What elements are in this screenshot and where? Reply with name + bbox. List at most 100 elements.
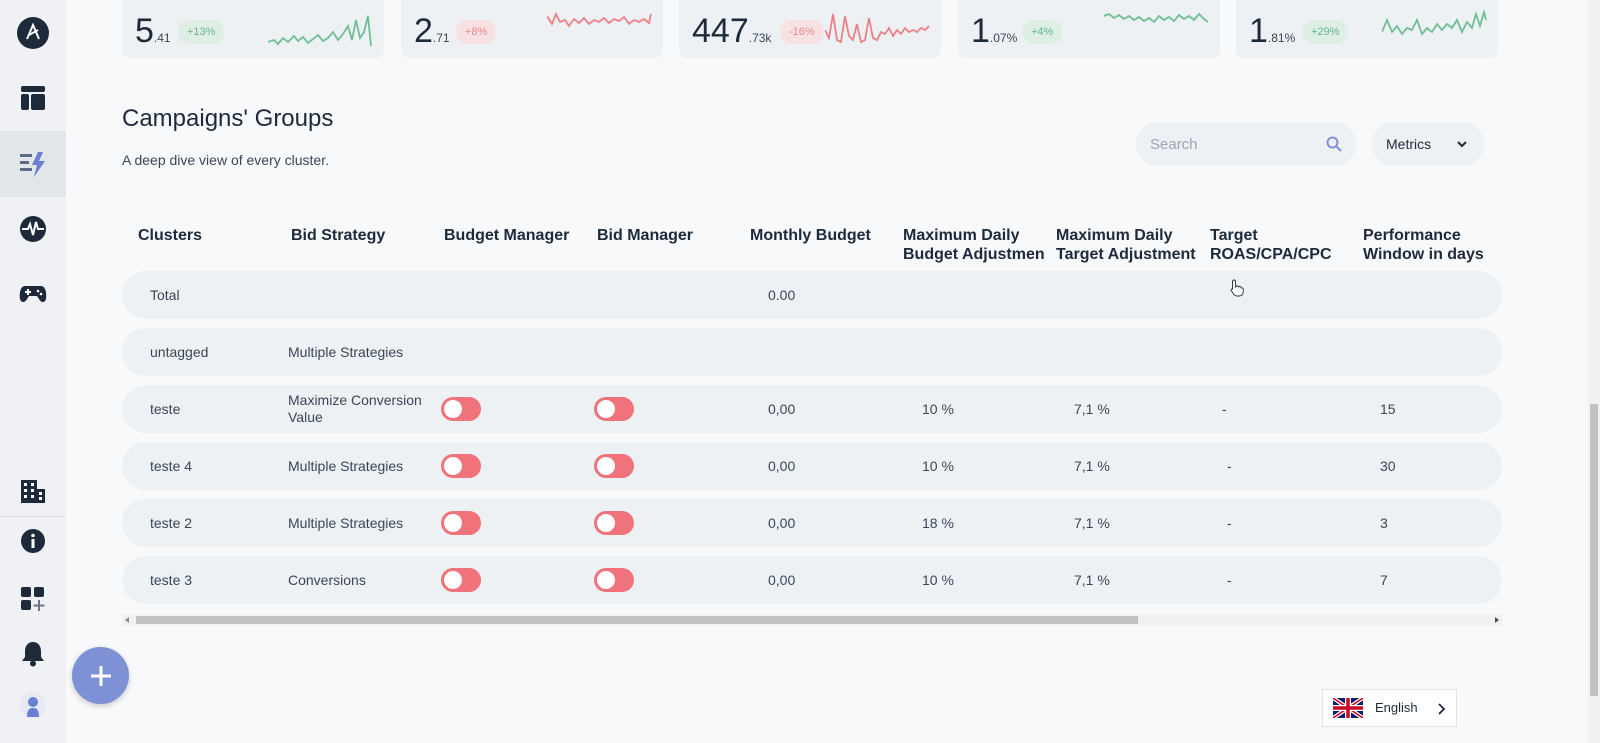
max-daily-target: 7,1 % xyxy=(1074,515,1110,531)
bid-strategy: Multiple Strategies xyxy=(288,344,404,360)
scrollbar-thumb[interactable] xyxy=(136,616,1138,624)
monthly-budget: 0,00 xyxy=(768,572,796,588)
page-title: Campaigns' Groups xyxy=(122,105,334,132)
add-button[interactable] xyxy=(72,647,129,704)
max-daily-budget: 10 % xyxy=(922,572,954,588)
monthly-budget: 0.00 xyxy=(768,287,796,303)
column-header-target[interactable]: Target ROAS/CPA/CPC xyxy=(1210,227,1332,263)
scroll-left-icon[interactable] xyxy=(125,617,129,623)
monthly-budget: 0,00 xyxy=(768,515,796,531)
bid-manager-toggle[interactable] xyxy=(594,568,634,592)
table-row[interactable]: teste 4 Multiple Strategies 0,00 10 % 7,… xyxy=(122,442,1502,490)
table-row-total[interactable]: Total 0.00 xyxy=(122,271,1502,319)
column-header-performance-window[interactable]: Performance Window in days xyxy=(1363,227,1484,263)
bid-strategy: Multiple Strategies xyxy=(288,515,404,531)
max-daily-budget: 10 % xyxy=(922,401,954,417)
cluster-name: teste 3 xyxy=(150,572,193,588)
column-header-bid-manager[interactable]: Bid Manager xyxy=(597,227,694,244)
monthly-budget: 0,00 xyxy=(768,458,796,474)
bid-manager-toggle[interactable] xyxy=(594,454,634,478)
kpi-change-badge: +4% xyxy=(1022,20,1063,44)
column-header-budget-manager[interactable]: Budget Manager xyxy=(444,227,570,244)
budget-manager-toggle[interactable] xyxy=(441,568,481,592)
gamepad-icon[interactable] xyxy=(0,261,66,327)
metrics-label: Metrics xyxy=(1386,136,1432,152)
kpi-card: 1.81% +29% xyxy=(1236,0,1498,58)
table-row-untagged[interactable]: untagged Multiple Strategies xyxy=(122,328,1502,376)
kpi-value: 2.71 xyxy=(414,12,450,50)
column-header-max-daily-budget[interactable]: Maximum Daily Budget Adjustmen xyxy=(903,227,1045,263)
add-widget-icon[interactable] xyxy=(0,566,66,632)
kpi-card: 1.07% +4% xyxy=(958,0,1220,58)
budget-manager-toggle[interactable] xyxy=(441,454,481,478)
kpi-sparkline xyxy=(825,13,930,44)
toggle-knob xyxy=(444,514,462,532)
column-header-max-daily-target[interactable]: Maximum Daily Target Adjustment xyxy=(1056,227,1196,263)
max-daily-target: 7,1 % xyxy=(1074,458,1110,474)
target-value: - xyxy=(1227,458,1232,474)
cluster-name: untagged xyxy=(150,344,209,360)
dashboard-icon[interactable] xyxy=(0,65,66,131)
search-input[interactable] xyxy=(1150,122,1320,166)
language-selector[interactable]: English xyxy=(1322,689,1457,727)
max-daily-budget: 10 % xyxy=(922,458,954,474)
building-icon[interactable] xyxy=(0,458,66,524)
kpi-sparkline xyxy=(1104,12,1209,24)
info-icon[interactable] xyxy=(0,508,66,574)
search-box[interactable] xyxy=(1136,122,1356,166)
table-row[interactable]: teste Maximize Conversion Value 0,00 10 … xyxy=(122,385,1502,433)
toggle-knob xyxy=(444,571,462,589)
column-header-bid-strategy[interactable]: Bid Strategy xyxy=(291,227,386,244)
performance-window: 30 xyxy=(1380,458,1396,474)
toggle-knob xyxy=(444,457,462,475)
campaigns-icon[interactable] xyxy=(0,131,66,197)
language-label: English xyxy=(1375,700,1418,715)
max-daily-target: 7,1 % xyxy=(1074,572,1110,588)
column-header-monthly-budget[interactable]: Monthly Budget xyxy=(750,227,871,244)
uk-flag-icon xyxy=(1333,698,1363,718)
bid-manager-toggle[interactable] xyxy=(594,511,634,535)
table-row[interactable]: teste 2 Multiple Strategies 0,00 18 % 7,… xyxy=(122,499,1502,547)
kpi-change-badge: -16% xyxy=(780,20,824,44)
budget-manager-toggle[interactable] xyxy=(441,397,481,421)
horizontal-scrollbar[interactable] xyxy=(122,614,1502,626)
search-icon[interactable] xyxy=(1326,136,1342,157)
scrollbar-thumb[interactable] xyxy=(1590,404,1598,696)
target-value: - xyxy=(1227,572,1232,588)
activity-icon[interactable] xyxy=(0,196,66,262)
kpi-sparkline xyxy=(268,15,372,47)
sidebar xyxy=(0,0,66,743)
kpi-card: 447.73k -16% xyxy=(679,0,941,58)
kpi-card: 2.71 +8% xyxy=(401,0,663,58)
toggle-knob xyxy=(597,571,615,589)
max-daily-budget: 18 % xyxy=(922,515,954,531)
main-content: 5.41 +13% 2.71 +8% 447.73k -16% 1.07% +4… xyxy=(66,0,1600,743)
column-header-clusters[interactable]: Clusters xyxy=(138,227,203,244)
user-avatar-icon[interactable] xyxy=(0,672,66,738)
toggle-knob xyxy=(444,400,462,418)
toggle-knob xyxy=(597,457,615,475)
performance-window: 15 xyxy=(1380,401,1396,417)
performance-window: 7 xyxy=(1380,572,1388,588)
chevron-right-icon xyxy=(1436,702,1446,720)
table-row[interactable]: teste 3 Conversions 0,00 10 % 7,1 % - 7 xyxy=(122,556,1502,604)
bid-strategy: Conversions xyxy=(288,572,366,588)
kpi-change-badge: +13% xyxy=(178,20,225,44)
kpi-value: 447.73k xyxy=(692,12,772,50)
target-value: - xyxy=(1222,401,1227,417)
kpi-value: 1.81% xyxy=(1249,12,1296,50)
page-subtitle: A deep dive view of every cluster. xyxy=(122,152,329,168)
vertical-scrollbar[interactable] xyxy=(1588,0,1600,743)
budget-manager-toggle[interactable] xyxy=(441,511,481,535)
kpi-card: 5.41 +13% xyxy=(122,0,384,58)
chevron-down-icon xyxy=(1456,137,1468,153)
metrics-dropdown[interactable]: Metrics xyxy=(1372,122,1484,166)
cluster-name: teste 4 xyxy=(150,458,193,474)
kpi-value: 1.07% xyxy=(971,12,1018,50)
logo-icon[interactable] xyxy=(0,0,66,66)
bid-manager-toggle[interactable] xyxy=(594,397,634,421)
toggle-knob xyxy=(597,514,615,532)
bell-icon[interactable] xyxy=(0,620,66,686)
scroll-right-icon[interactable] xyxy=(1495,617,1499,623)
sidebar-divider xyxy=(0,516,66,517)
